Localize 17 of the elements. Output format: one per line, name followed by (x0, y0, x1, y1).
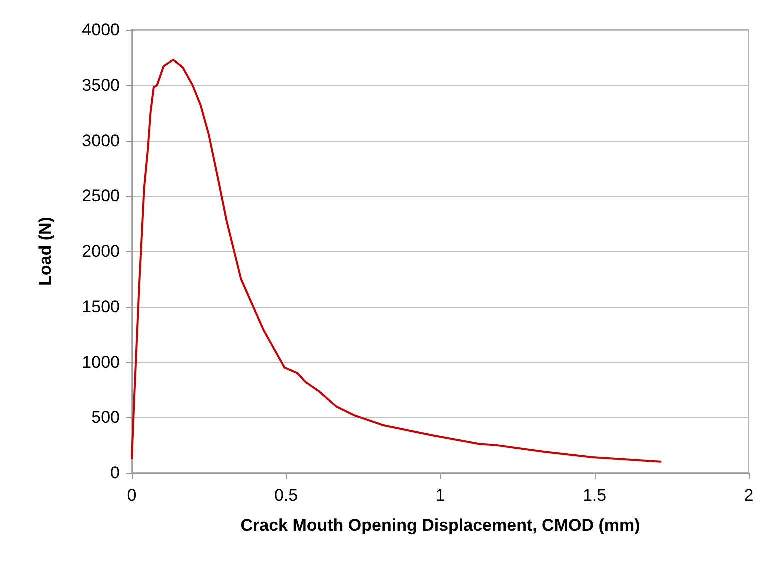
y-tick-label: 500 (92, 408, 120, 428)
y-tick-label: 3500 (82, 76, 120, 95)
y-tick-label: 2500 (82, 186, 120, 206)
x-tick-label: 1.5 (582, 486, 607, 505)
x-tick-label: 2 (744, 486, 754, 505)
x-axis-title: Crack Mouth Opening Displacement, CMOD (mm) (240, 516, 640, 535)
y-tick-label: 1000 (82, 352, 120, 372)
x-tick-label: 0.5 (274, 486, 298, 505)
y-tick-label: 1500 (82, 297, 120, 316)
y-tick-label: 4000 (82, 20, 120, 40)
y-tick-label: 0 (110, 464, 120, 482)
line-series (131, 58, 662, 463)
x-tick-label: 1 (436, 486, 446, 505)
y-axis-title: Load (N) (36, 217, 55, 286)
x-tick-label: 0 (127, 486, 137, 505)
y-tick-label: 2000 (82, 242, 120, 261)
y-tick-label: 3000 (82, 131, 120, 150)
